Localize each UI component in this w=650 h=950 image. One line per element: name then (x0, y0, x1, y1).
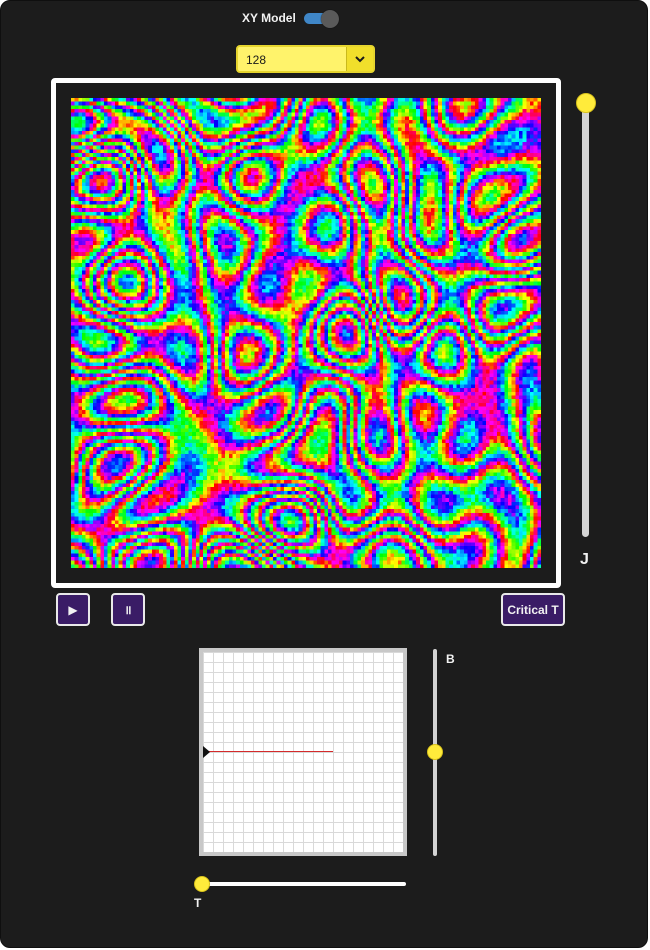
model-toggle[interactable] (304, 10, 339, 28)
play-icon: ▶ (68, 602, 78, 617)
pause-button[interactable]: ॥ (111, 593, 145, 626)
field-plot[interactable] (199, 648, 407, 856)
t-slider-rail[interactable] (201, 882, 406, 886)
dropdown-button[interactable] (346, 47, 373, 71)
lattice-frame (51, 78, 561, 588)
app-title: XY Model (242, 11, 296, 25)
spin-lattice-canvas[interactable] (71, 98, 541, 568)
critical-t-button[interactable]: Critical T (501, 593, 565, 626)
plot-marker (203, 746, 210, 758)
j-label: J (580, 551, 589, 568)
toggle-track (304, 13, 334, 24)
lattice-size-value: 128 (246, 53, 267, 67)
j-slider-rail[interactable] (582, 101, 589, 537)
t-slider[interactable] (193, 875, 408, 893)
pause-icon: ॥ (124, 603, 132, 617)
t-slider-thumb[interactable] (194, 876, 210, 892)
b-label: B (446, 652, 455, 666)
t-label: T (194, 896, 202, 910)
j-slider-thumb[interactable] (576, 93, 596, 113)
plot-grid (203, 652, 403, 852)
play-button[interactable]: ▶ (56, 593, 90, 626)
j-slider[interactable] (576, 93, 598, 543)
plot-trace-line (207, 751, 333, 752)
b-slider-thumb[interactable] (427, 744, 443, 760)
chevron-down-icon (355, 56, 365, 63)
lattice-size-select[interactable]: 128 (236, 45, 375, 73)
b-slider[interactable] (425, 649, 447, 856)
toggle-knob[interactable] (321, 10, 339, 28)
